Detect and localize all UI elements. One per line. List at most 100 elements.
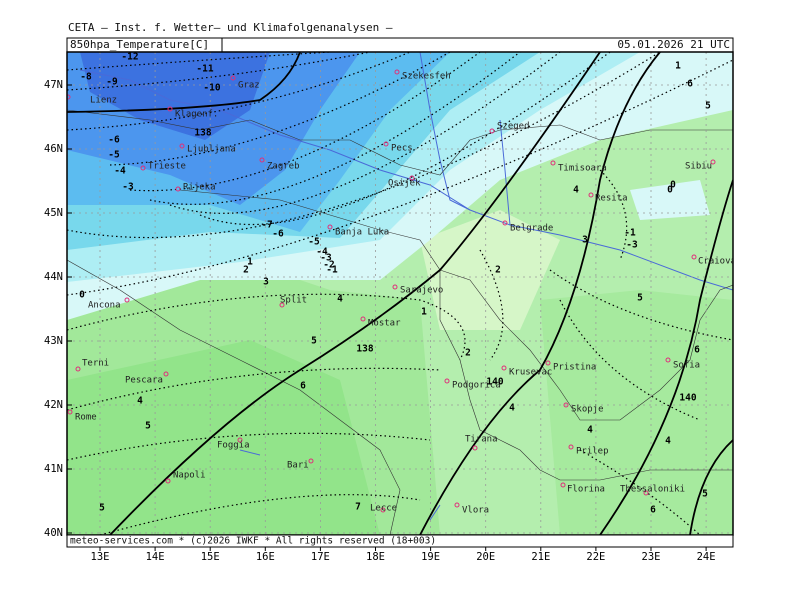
city-label: Craiova — [698, 257, 736, 267]
city-marker — [67, 94, 71, 100]
lat-label: 41N — [44, 463, 63, 475]
contour-label: 5 — [637, 293, 643, 304]
contour-label: -3 — [320, 253, 332, 264]
city-label: Belgrade — [510, 224, 553, 234]
grid — [67, 52, 733, 535]
city-label: Zagreb — [267, 162, 300, 172]
lat-label: 45N — [44, 207, 63, 219]
rivers — [79, 52, 733, 521]
lon-label: 14E — [146, 551, 165, 563]
footer: meteo-services.com * (c)2026 IWKF * All … — [70, 536, 436, 547]
city-label: Resita — [595, 194, 628, 204]
contour-label: 4 — [665, 436, 671, 447]
lon-label: 24E — [697, 551, 716, 563]
city-label: Terni — [82, 359, 109, 369]
lon-label: 22E — [586, 551, 605, 563]
contour-label: 5 — [145, 421, 151, 432]
contour-label: 4 — [509, 403, 515, 414]
lon-label: 19E — [421, 551, 440, 563]
contour-label: 7 — [355, 502, 361, 513]
city-label: Napoli — [173, 471, 206, 481]
city-marker — [327, 224, 333, 230]
city-label: Foggia — [217, 441, 250, 451]
city-label: Krusevac — [509, 368, 552, 378]
city-marker — [489, 128, 495, 134]
contour-label: 5 — [702, 489, 708, 500]
contour-label: 6 — [300, 381, 306, 392]
city-label: Split — [280, 296, 307, 306]
city-label: Osijek — [388, 179, 421, 189]
city-marker — [665, 357, 671, 363]
field — [420, 210, 560, 330]
institute: CETA — Inst. f. Wetter— und Klimafolgena… — [68, 21, 393, 34]
city-label: Lienz — [90, 96, 117, 106]
lat-label: 42N — [44, 399, 63, 411]
city-label: Szekesfeh — [402, 72, 451, 82]
contour-label: 0 — [670, 180, 676, 191]
field — [67, 340, 380, 535]
contour-label: 5 — [99, 503, 105, 514]
city-label: Bari — [287, 461, 309, 471]
lon-label: 13E — [91, 551, 110, 563]
city-marker — [279, 302, 285, 308]
contour-label: -9 — [106, 77, 118, 88]
contour-label: 2 — [243, 265, 249, 276]
city-marker — [308, 458, 314, 464]
contour-label: 2 — [465, 348, 471, 359]
contour-label: 138 — [194, 128, 211, 139]
contour-label: 6 — [694, 345, 700, 356]
city-marker — [392, 284, 398, 290]
city-marker — [454, 502, 460, 508]
lat-label: 43N — [44, 335, 63, 347]
contour-label: -4 — [114, 166, 126, 177]
contour-label: 0 — [79, 290, 85, 301]
contour-label: 4 — [337, 294, 343, 305]
city-label: Mostar — [368, 319, 401, 329]
city-label: Lecce — [370, 504, 397, 514]
city-marker — [237, 437, 243, 443]
city-label: Timisoara — [558, 164, 607, 174]
contour-label: -4 — [316, 247, 328, 258]
city-marker — [140, 165, 146, 171]
contour-label: 1 — [421, 307, 427, 318]
contour-label: 4 — [137, 396, 143, 407]
city-label: Rome — [75, 413, 97, 423]
lat-label: 44N — [44, 271, 63, 283]
lat-label: 46N — [44, 143, 63, 155]
contour-label: -11 — [196, 64, 213, 75]
city-marker — [691, 254, 697, 260]
city-label: Trieste — [148, 162, 186, 172]
contour-label: 140 — [679, 393, 696, 404]
city-marker — [588, 192, 594, 198]
contour-label: -2 — [323, 260, 334, 271]
lon-label: 18E — [366, 551, 385, 563]
field — [80, 52, 270, 140]
contour-label: -1 — [326, 265, 338, 276]
contour-label: 5 — [311, 336, 317, 347]
city-label: Pescara — [125, 376, 163, 386]
city-label: Prilep — [576, 447, 609, 457]
field — [540, 290, 733, 535]
contour-label: -7 — [261, 220, 272, 231]
city-marker — [409, 175, 415, 181]
city-label: Tirana — [465, 435, 498, 445]
city-label: Sibiu — [685, 162, 712, 172]
contour-label: 1 — [247, 257, 253, 268]
city-marker — [167, 106, 173, 112]
contour-label: 6 — [650, 505, 656, 516]
contour-labels: -12-11-10-9-8-6-5-4-3138-7-6-5-4-3-2-100… — [79, 52, 711, 516]
city-label: Florina — [567, 485, 605, 495]
city-label: Skopje — [571, 405, 604, 415]
lat-label: 40N — [44, 527, 63, 539]
city-label: Podgorica — [452, 381, 501, 391]
contour-label: -5 — [108, 150, 120, 161]
contour-label: -3 — [122, 182, 134, 193]
city-marker — [163, 371, 169, 377]
city-marker — [550, 160, 556, 166]
city-label: Sofia — [673, 361, 700, 371]
city-label: Pecs — [391, 144, 413, 154]
contour-label: -1 — [624, 228, 636, 239]
city-label: Vlora — [462, 506, 489, 516]
